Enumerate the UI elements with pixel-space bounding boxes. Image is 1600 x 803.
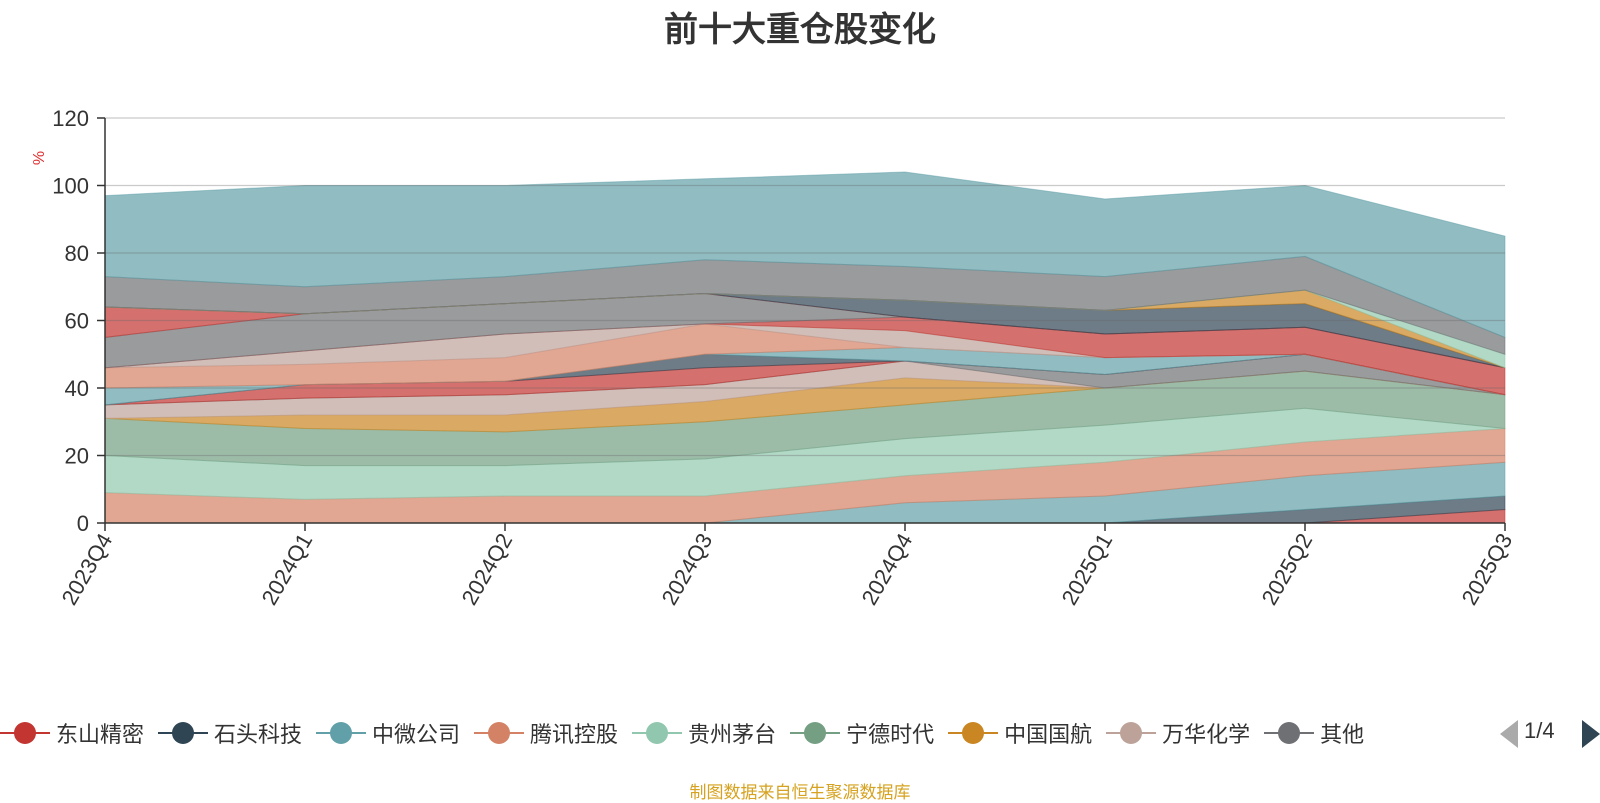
legend-item[interactable]: 腾讯控股: [474, 713, 618, 753]
legend-label: 东山精密: [56, 722, 145, 747]
series-areas: [104, 171, 1506, 524]
legend-next-arrow-icon[interactable]: [1582, 720, 1600, 748]
legend-label: 其他: [1320, 722, 1365, 747]
y-tick-label: 40: [65, 376, 89, 401]
legend-prev-arrow-icon[interactable]: [1500, 720, 1518, 748]
x-tick-label: 2025Q1: [1057, 529, 1118, 609]
y-tick-label: 80: [65, 241, 89, 266]
legend-item[interactable]: 贵州茅台: [632, 713, 776, 753]
legend-marker-icon: [948, 721, 999, 745]
legend-item[interactable]: 万华化学: [1106, 713, 1250, 753]
legend-label: 贵州茅台: [688, 722, 777, 747]
legend-label: 宁德时代: [846, 722, 935, 747]
legend-page-indicator: 1/4: [1524, 718, 1555, 743]
legend-pager: 1/4: [1500, 718, 1600, 748]
y-tick-label: 60: [65, 309, 89, 334]
y-tick-label: 100: [52, 174, 89, 199]
legend-label: 石头科技: [214, 722, 303, 747]
legend-marker-icon: [0, 721, 50, 745]
x-tick-label: 2023Q4: [57, 529, 118, 609]
x-tick-label: 2024Q2: [457, 529, 518, 609]
x-tick-label: 2024Q4: [857, 529, 918, 609]
legend-item[interactable]: 中国国航: [948, 713, 1092, 753]
source-note: 制图数据来自恒生聚源数据库: [689, 783, 911, 802]
legend-item[interactable]: 宁德时代: [790, 713, 934, 753]
grid-lines: [105, 117, 1505, 457]
legend-item[interactable]: 其他: [1264, 713, 1364, 753]
legend-marker-icon: [1106, 721, 1157, 745]
legend-marker-icon: [474, 721, 525, 745]
chart-title: 前十大重仓股变化: [664, 11, 936, 49]
legend-marker-icon: [158, 721, 209, 745]
legend-item[interactable]: 中微公司: [316, 713, 460, 753]
y-tick-label: 120: [52, 106, 89, 131]
x-tick-label: 2025Q2: [1257, 529, 1318, 609]
legend-item[interactable]: 东山精密: [0, 713, 144, 753]
y-tick-label: 20: [65, 444, 89, 469]
legend-item[interactable]: 石头科技: [158, 713, 302, 753]
legend-label: 万华化学: [1162, 722, 1251, 747]
legend-label: 中国国航: [1004, 722, 1093, 747]
y-axis-label: %: [31, 151, 48, 165]
legend-label: 中微公司: [372, 722, 461, 747]
legend-marker-icon: [316, 721, 367, 745]
x-tick-label: 2024Q1: [257, 529, 318, 609]
legend-marker-icon: [632, 721, 683, 745]
x-tick-label: 2025Q3: [1457, 529, 1518, 609]
legend: 东山精密 石头科技 中微公司 腾讯控股 贵州茅台 宁德时代 中国国航 万华化学 其他: [0, 713, 1490, 753]
legend-label: 腾讯控股: [530, 722, 619, 747]
y-tick-label: 0: [77, 511, 89, 536]
legend-marker-icon: [790, 721, 841, 745]
x-tick-label: 2024Q3: [657, 529, 718, 609]
area-series-21: [104, 171, 1506, 339]
stacked-area-chart: 0 20 40 60 80 100 120 2023Q4 2024Q1 2024Q2 2024Q3 2…: [31, 106, 1518, 609]
legend-marker-icon: [1264, 721, 1315, 745]
